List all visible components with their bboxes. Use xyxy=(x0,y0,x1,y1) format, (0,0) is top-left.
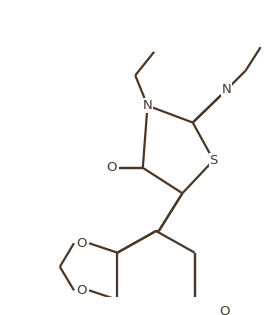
Text: O: O xyxy=(220,305,230,315)
Text: N: N xyxy=(222,83,232,96)
Text: O: O xyxy=(76,284,87,297)
Text: S: S xyxy=(209,154,218,167)
Text: O: O xyxy=(76,237,87,250)
Text: O: O xyxy=(107,161,117,174)
Text: N: N xyxy=(143,99,152,112)
